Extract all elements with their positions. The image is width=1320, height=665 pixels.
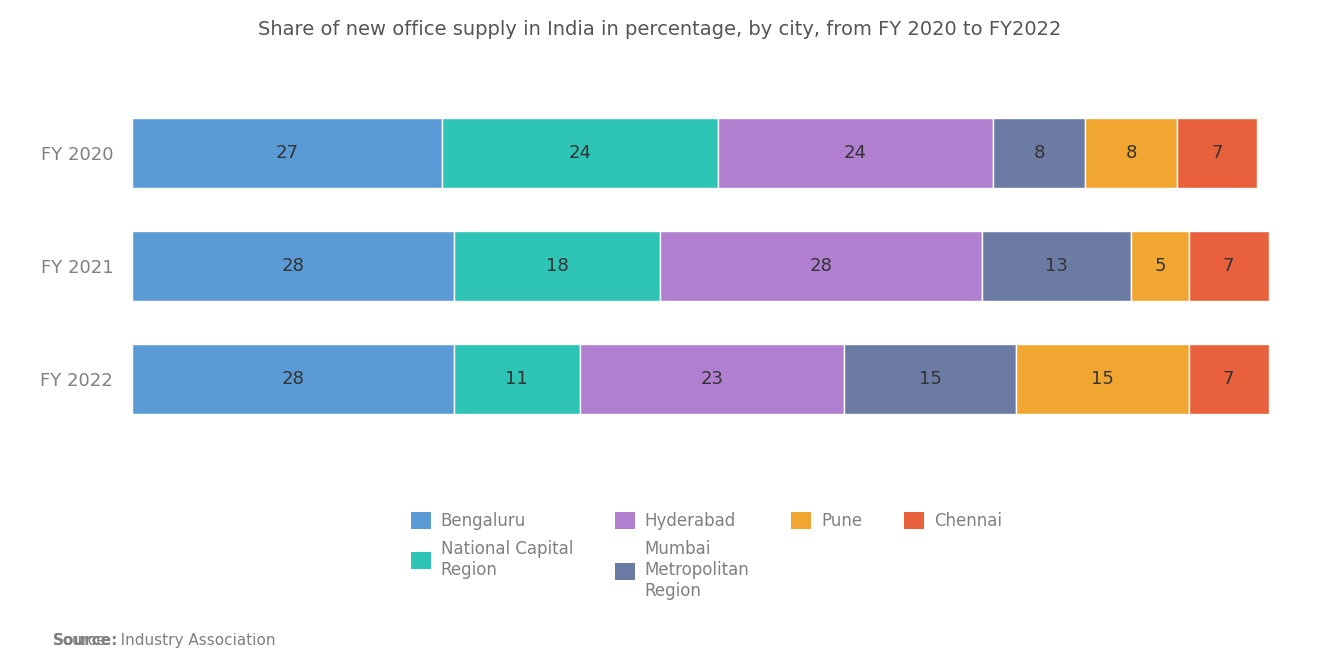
Text: 23: 23 bbox=[701, 370, 723, 388]
Bar bbox=[132, 118, 442, 188]
Text: 15: 15 bbox=[1090, 370, 1114, 388]
Text: 7: 7 bbox=[1222, 257, 1234, 275]
Bar bbox=[1085, 118, 1177, 188]
Bar bbox=[660, 231, 982, 301]
Bar bbox=[442, 118, 718, 188]
Text: 7: 7 bbox=[1212, 144, 1224, 162]
Bar bbox=[1188, 231, 1269, 301]
Bar bbox=[454, 231, 660, 301]
Bar bbox=[132, 231, 454, 301]
Bar bbox=[982, 231, 1131, 301]
Text: 7: 7 bbox=[1222, 370, 1234, 388]
Text: Source:  Industry Association: Source: Industry Association bbox=[53, 633, 276, 648]
Text: 28: 28 bbox=[281, 257, 304, 275]
Bar bbox=[1016, 344, 1188, 414]
Text: 28: 28 bbox=[281, 370, 304, 388]
Bar bbox=[718, 118, 993, 188]
Text: 28: 28 bbox=[809, 257, 833, 275]
Bar bbox=[993, 118, 1085, 188]
Bar bbox=[1131, 231, 1188, 301]
Bar bbox=[454, 344, 579, 414]
Text: Source:: Source: bbox=[53, 633, 119, 648]
Bar bbox=[132, 344, 454, 414]
Text: Share of new office supply in India in percentage, by city, from FY 2020 to FY20: Share of new office supply in India in p… bbox=[259, 20, 1061, 39]
Bar bbox=[843, 344, 1016, 414]
Bar bbox=[1188, 344, 1269, 414]
Text: 27: 27 bbox=[276, 144, 298, 162]
Text: 5: 5 bbox=[1154, 257, 1166, 275]
Text: 18: 18 bbox=[545, 257, 569, 275]
Text: 24: 24 bbox=[843, 144, 867, 162]
Text: 8: 8 bbox=[1126, 144, 1137, 162]
Text: 15: 15 bbox=[919, 370, 941, 388]
Legend: Bengaluru, National Capital
Region, Hyderabad, Mumbai
Metropolitan
Region, Pune,: Bengaluru, National Capital Region, Hyde… bbox=[404, 505, 1008, 606]
Text: 8: 8 bbox=[1034, 144, 1045, 162]
Text: 11: 11 bbox=[506, 370, 528, 388]
Bar bbox=[1177, 118, 1258, 188]
Bar bbox=[579, 344, 843, 414]
Text: 13: 13 bbox=[1045, 257, 1068, 275]
Text: 24: 24 bbox=[569, 144, 591, 162]
